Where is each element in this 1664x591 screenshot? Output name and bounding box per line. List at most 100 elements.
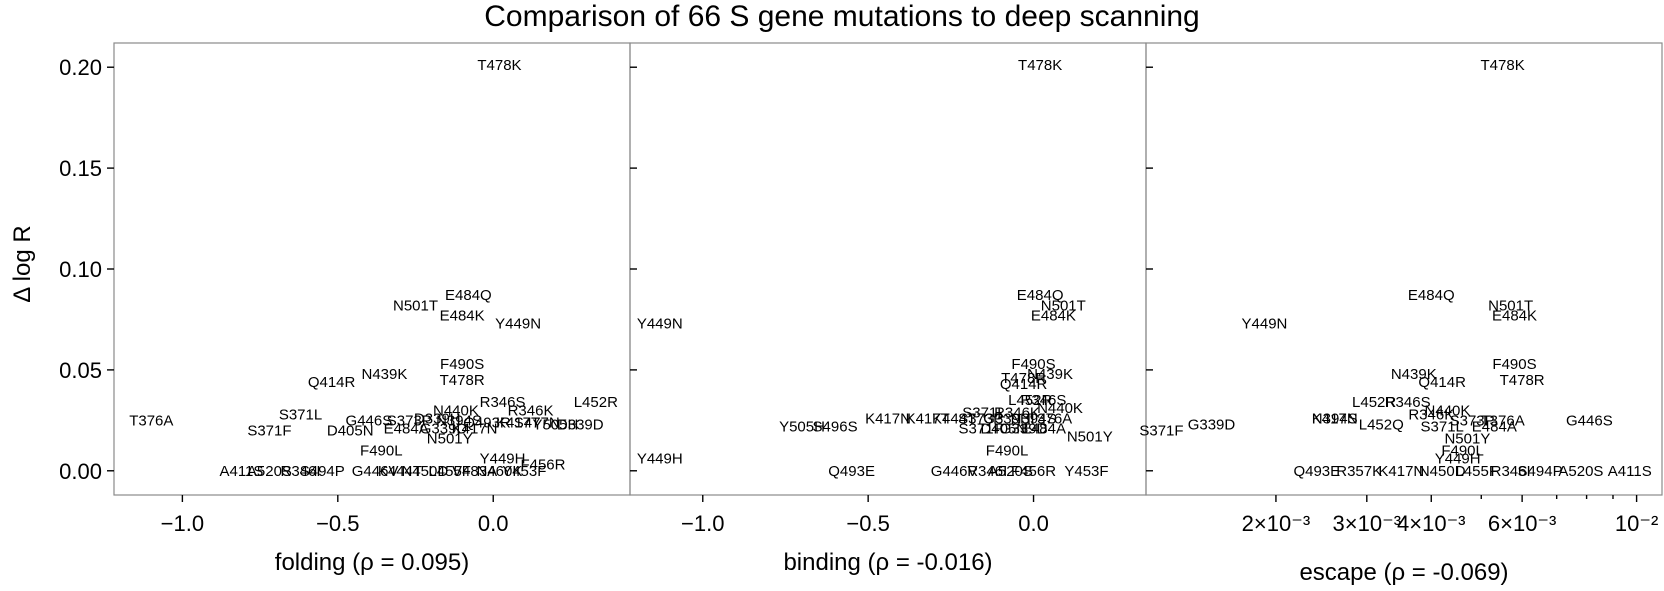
point-label: N501Y: [1444, 431, 1490, 448]
point-label: N439K: [361, 366, 407, 383]
x-tick-label: −1.0: [681, 511, 724, 536]
y-tick-label: 0.05: [59, 358, 102, 383]
point-label: N440K: [1037, 400, 1083, 417]
point-label: Y453F: [502, 463, 546, 480]
point-label: S373P: [958, 410, 1003, 427]
panel-1: 0.00 0.05 0.10 0.15 0.20 −1.0 −0.5 0.0 folding (…: [59, 42, 631, 576]
point-label: N394S: [1011, 410, 1057, 427]
point-label: Y449H: [480, 451, 526, 468]
point-label: N394S: [1312, 410, 1358, 427]
x-tick-label: −0.5: [316, 511, 359, 536]
y-tick-label: 0.00: [59, 459, 102, 484]
point-label: S371F: [247, 422, 291, 439]
point-label: Y505H: [779, 418, 825, 435]
point-label: Q414R: [308, 374, 356, 391]
point-label: F490L: [1441, 443, 1484, 460]
point-label: L455F: [1455, 463, 1498, 480]
point-label: T478K: [1018, 57, 1062, 74]
point-label: Y449H: [1435, 451, 1481, 468]
point-label: E484A: [384, 420, 429, 437]
point-label: S371F: [1139, 422, 1183, 439]
point-label: N501Y: [427, 431, 473, 448]
point-label: R346I: [967, 463, 1007, 480]
point-label: N501T: [1488, 297, 1533, 314]
point-label: K417N: [1312, 410, 1358, 427]
point-label: N460K: [477, 463, 523, 480]
point-label: G339H: [983, 410, 1031, 427]
point-label: A520S: [247, 463, 292, 480]
point-label: Y449N: [1242, 315, 1288, 332]
point-label: G446S: [346, 412, 393, 429]
point-label: D405N: [327, 422, 374, 439]
point-label: S371F: [959, 420, 1003, 437]
point-label: N450D: [401, 463, 448, 480]
point-label: R357K: [1336, 463, 1382, 480]
point-label: G339D: [1000, 420, 1048, 437]
point-label: F456R: [520, 457, 565, 474]
point-label: F490L: [986, 443, 1029, 460]
point-label: Q493E: [1293, 463, 1340, 480]
point-label: D339D: [557, 416, 604, 433]
y-axis-label: Δ log R: [9, 225, 36, 302]
point-label: E484A: [1472, 418, 1517, 435]
panels: 0.00 0.05 0.10 0.15 0.20 −1.0 −0.5 0.0 folding (…: [59, 42, 1663, 586]
x-tick-label: 0.0: [1018, 511, 1049, 536]
y-tick-label: 0.15: [59, 156, 102, 181]
point-label: F490S: [1011, 356, 1055, 373]
x-tick-label: −0.5: [846, 511, 889, 536]
x-tick-label: 10⁻²: [1615, 511, 1658, 536]
point-label: N439K: [1391, 366, 1437, 383]
point-label: L455F: [428, 463, 471, 480]
point-label: T478R: [1001, 370, 1046, 387]
point-label: K417T: [906, 410, 950, 427]
point-label: E484Q: [445, 287, 492, 304]
point-label: E484Q: [1408, 287, 1455, 304]
point-label: T478K: [477, 57, 521, 74]
panel-3: 2×10⁻³ 3×10⁻³4×10⁻³ 6×10⁻³ 10⁻² escape (ρ = …: [1139, 42, 1663, 586]
point-label: A411S: [1608, 463, 1652, 480]
x-axis-label: escape (ρ = -0.069): [1299, 559, 1508, 586]
point-label: F456R: [1011, 463, 1056, 480]
point-label: T376A: [1028, 410, 1072, 427]
point-label: Y453F: [1064, 463, 1108, 480]
x-tick-label: 3×10⁻³: [1333, 511, 1402, 536]
point-label: E484Q: [1017, 287, 1064, 304]
chart-title: Comparison of 66 S gene mutations to dee…: [484, 0, 1199, 33]
x-axis-label: folding (ρ = 0.095): [275, 549, 469, 576]
point-label: E484K: [1031, 307, 1076, 324]
point-label: D405N: [980, 420, 1027, 437]
point-label: R346I: [1491, 463, 1531, 480]
point-label: V483A: [452, 463, 497, 480]
point-label: R346S: [480, 394, 526, 411]
y-tick-label: 0.20: [59, 55, 102, 80]
point-label: A411S: [219, 463, 263, 480]
point-label: K444T: [932, 410, 976, 427]
point-label: S371L: [962, 404, 1005, 421]
point-label: N450D: [1419, 463, 1466, 480]
point-label: G446V: [931, 463, 978, 480]
point-label: L452R: [1352, 394, 1396, 411]
point-label: R346I: [280, 463, 320, 480]
point-label: T478K: [1481, 57, 1525, 74]
x-tick-label: 2×10⁻³: [1242, 511, 1311, 536]
point-label: F490L: [360, 443, 403, 460]
point-label: R346S: [1021, 392, 1067, 409]
point-label: Y449N: [495, 315, 541, 332]
point-label: S373P: [387, 412, 432, 429]
point-label: S371L: [1421, 418, 1464, 435]
point-label: K417N: [865, 410, 911, 427]
point-label: Q414R: [1418, 374, 1466, 391]
point-label: Y449N: [637, 315, 683, 332]
point-label: N501T: [393, 297, 438, 314]
point-label: E484A: [1021, 420, 1066, 437]
point-label: R346K: [508, 402, 554, 419]
point-label: S494P: [1518, 463, 1563, 480]
point-label: E484K: [440, 307, 485, 324]
point-label: Q493E: [828, 463, 875, 480]
point-label: A520S: [1558, 463, 1603, 480]
point-label: G446V: [352, 463, 399, 480]
point-label: E484K: [1492, 307, 1537, 324]
point-label: D339H: [414, 410, 461, 427]
point-label: F490S: [1492, 356, 1536, 373]
